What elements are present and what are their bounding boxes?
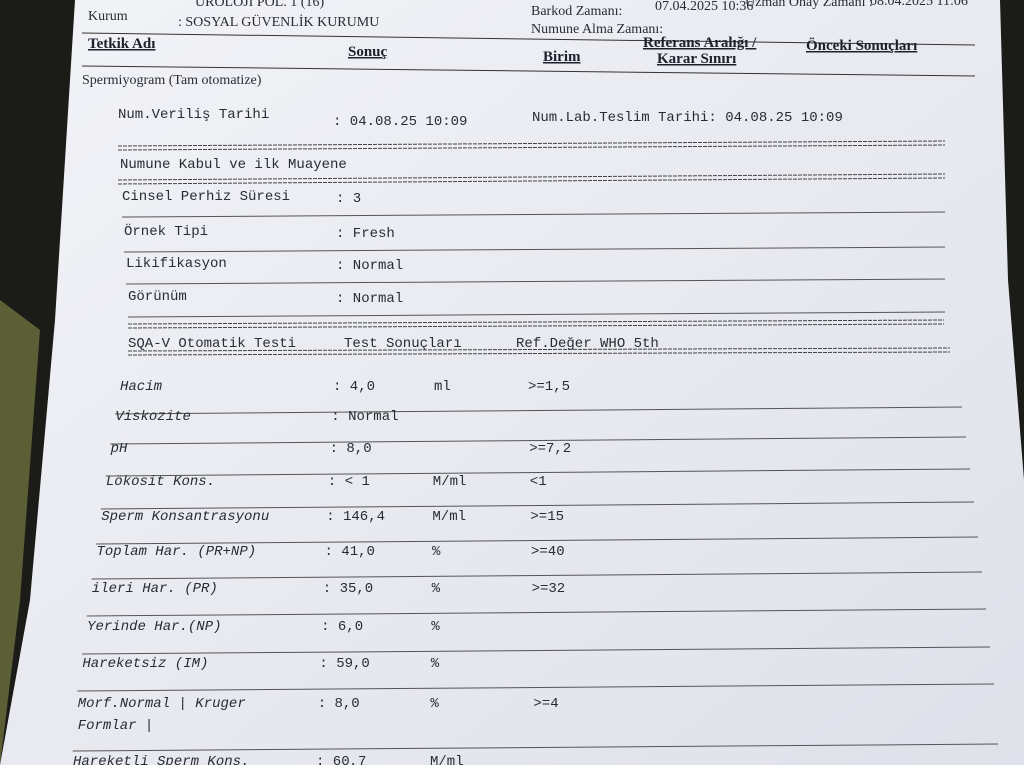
section2-col3: Ref.Değer WHO 5th (516, 336, 659, 352)
kurum-label: Kurum (88, 9, 128, 24)
test-value: : 8,0 (318, 696, 360, 712)
row-rule (125, 278, 946, 285)
test-name: Toplam Har. (PR+NP) (97, 544, 257, 560)
row-rule (82, 646, 991, 655)
separator (117, 177, 946, 185)
section2-col1: SQA-V Otomatik Testi (128, 336, 296, 352)
row-rule (77, 683, 995, 692)
row-rule (100, 501, 975, 510)
field-name: Örnek Tipi (124, 222, 208, 240)
kurum: : SOSYAL GÜVENLİK KURUMU (178, 13, 379, 30)
test-name: Sperm Konsantrasyonu (101, 509, 269, 525)
numune-label: Numune Alma Zamanı: (531, 22, 663, 37)
test-name: pH (110, 441, 128, 457)
test-value: : 6,0 (321, 619, 363, 635)
test-name: Morf.Normal | Kruger (78, 696, 246, 712)
row-rule (72, 743, 999, 752)
teslim: Num.Lab.Teslim Tarihi: 04.08.25 10:09 (532, 110, 843, 126)
test-name: Hareketli Sperm Kons. (73, 754, 249, 765)
field-name: Cinsel Perhiz Süresi (122, 189, 290, 205)
row-rule (110, 436, 967, 445)
test-ref: >=15 (530, 509, 564, 525)
test-unit: M/ml (432, 509, 466, 525)
test-ref: >=32 (532, 581, 566, 597)
test-unit: % (432, 544, 441, 560)
test-unit: % (430, 696, 439, 712)
separator (117, 140, 946, 147)
test-unit: % (431, 656, 440, 672)
field-value: : Normal (336, 258, 403, 274)
onay-label: Uzman Onay Zamanı : (745, 0, 873, 10)
row-rule (121, 211, 946, 218)
field-name: Likifikasyon (126, 256, 227, 272)
row-rule (105, 468, 971, 477)
section1-title: Numune Kabul ve ilk Muayene (120, 157, 347, 173)
row-rule (96, 536, 979, 545)
separator (117, 144, 946, 151)
test-value: : 59,0 (319, 656, 369, 672)
test-value: : 35,0 (323, 581, 373, 597)
test-value: : < 1 (328, 474, 370, 490)
test-unit: % (431, 619, 440, 635)
test-name: Viskozite (115, 409, 191, 425)
col-ref1: Referans Aralığı / (643, 35, 757, 51)
test-value: : 60,7 (316, 754, 366, 765)
test-unit: % (432, 581, 441, 597)
test-ref: >=7,2 (529, 441, 571, 457)
section2-col2: Test Sonuçları (344, 336, 462, 352)
row-rule (114, 406, 963, 415)
rule (81, 65, 976, 77)
col-ref2: Karar Sınırı (657, 51, 736, 67)
row-rule (127, 311, 946, 318)
separator (127, 347, 951, 352)
col-onceki: Önceki Sonuçları (806, 37, 917, 54)
test-name: Lökosit Kons. (106, 474, 215, 490)
onay: 08.04.2025 11:06 (870, 0, 968, 9)
col-birim: Birim (543, 49, 581, 65)
test-ref: <1 (530, 474, 547, 490)
row-rule (91, 571, 983, 580)
separator (127, 323, 945, 329)
test-title: Spermiyogram (Tam otomatize) (82, 73, 262, 88)
test-value: : 4,0 (333, 379, 375, 395)
test-name: Formlar | (78, 718, 154, 734)
separator (117, 173, 946, 181)
test-value: : 41,0 (325, 544, 375, 560)
test-name: Yerinde Har.(NP) (87, 619, 221, 635)
test-value: : Normal (331, 409, 398, 425)
barkod-label: Barkod Zamanı: (531, 4, 622, 19)
verilis-label: Num.Veriliş Tarihi (118, 107, 269, 123)
test-ref: >=4 (533, 696, 558, 712)
field-name: Görünüm (128, 289, 187, 305)
row-rule (86, 608, 987, 617)
test-name: Hareketsiz (IM) (82, 656, 208, 672)
test-ref: >=40 (531, 544, 565, 560)
row-rule (123, 246, 946, 253)
rule (81, 32, 976, 46)
field-value: : 3 (336, 191, 361, 207)
test-value: : 146,4 (326, 509, 385, 525)
separator (127, 351, 951, 356)
field-value: : Normal (336, 291, 403, 307)
separator (127, 319, 945, 325)
test-ref: >=1,5 (528, 379, 570, 395)
test-name: ileri Har. (PR) (92, 581, 218, 597)
verilis: : 04.08.25 10:09 (333, 114, 467, 130)
test-unit: M/ml (433, 474, 467, 490)
col-sonuc: Sonuç (348, 44, 388, 60)
test-value: : 8,0 (330, 441, 372, 457)
test-unit: M/ml (430, 754, 464, 765)
fabric (0, 300, 40, 765)
barkod: 07.04.2025 10:36 (655, 0, 753, 14)
col-tetkik: Tetkik Adı (88, 36, 155, 52)
test-name: Hacim (120, 379, 163, 395)
field-value: : Fresh (336, 226, 395, 242)
test-unit: ml (434, 379, 451, 395)
dept: ÜROLOJİ POL. 1 (16) (195, 0, 324, 10)
